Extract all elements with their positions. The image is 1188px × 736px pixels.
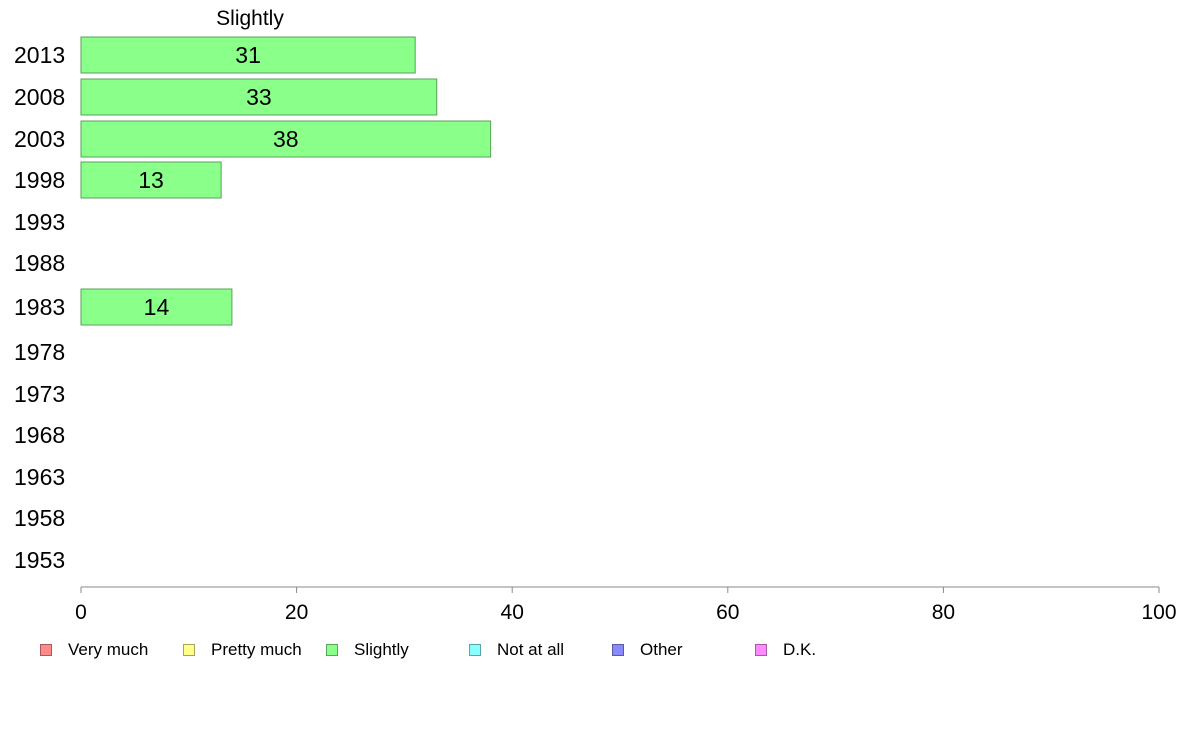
y-label-1963: 1963 (14, 464, 65, 490)
legend-swatch (183, 644, 195, 656)
y-label-1968: 1968 (14, 422, 65, 448)
legend-swatch (612, 644, 624, 656)
y-label-1953: 1953 (14, 547, 65, 573)
bar-2008-slightly (80, 78, 438, 116)
x-tick-label-20: 20 (285, 601, 308, 624)
y-label-2013: 2013 (14, 42, 65, 68)
bar-1998-slightly (80, 161, 222, 199)
legend-swatch (755, 644, 767, 656)
legend-item-pretty-much: Pretty much (183, 640, 302, 660)
data-label-2013: 31 (235, 42, 261, 68)
x-axis: 0 20 40 60 80 100 (75, 586, 1177, 624)
x-tick-label-60: 60 (716, 601, 739, 624)
y-label-2008: 2008 (14, 84, 65, 110)
chart-title: Slightly (216, 7, 284, 30)
legend-item-d-k-: D.K. (755, 640, 816, 660)
legend-label: Not at all (497, 640, 565, 659)
legend: Very much Pretty much Slightly Not at all Ot… (40, 640, 860, 660)
legend-label: Slightly (354, 640, 409, 659)
legend-item-slightly: Slightly (326, 640, 409, 660)
y-label-1983: 1983 (14, 294, 65, 320)
data-label-2008: 33 (246, 84, 272, 110)
legend-swatch (326, 644, 338, 656)
legend-label: D.K. (783, 640, 817, 659)
y-label-1973: 1973 (14, 381, 65, 407)
data-label-1998: 13 (138, 167, 164, 193)
x-tick-label-100: 100 (1141, 601, 1176, 624)
legend-item-very-much: Very much (40, 640, 148, 660)
y-label-1988: 1988 (14, 250, 65, 276)
legend-item-other: Other (612, 640, 683, 660)
data-label-2003: 38 (273, 126, 299, 152)
data-label-1983: 14 (144, 294, 170, 320)
legend-swatch (469, 644, 481, 656)
x-tick-label-0: 0 (75, 601, 87, 624)
legend-label: Very much (68, 640, 149, 659)
y-label-1993: 1993 (14, 209, 65, 235)
x-tick-label-40: 40 (501, 601, 524, 624)
x-tick-label-80: 80 (932, 601, 955, 624)
bar-1983-slightly (80, 288, 233, 326)
bar-2003-slightly (80, 120, 492, 158)
legend-label: Pretty much (211, 640, 302, 659)
legend-swatch (40, 644, 52, 656)
legend-item-not-at-all: Not at all (469, 640, 564, 660)
y-axis-labels: 2013 2008 2003 1998 1993 1988 1983 1978 1973 1968… (14, 42, 65, 573)
legend-label: Other (640, 640, 683, 659)
y-label-2003: 2003 (14, 126, 65, 152)
y-label-1958: 1958 (14, 505, 65, 531)
y-label-1998: 1998 (14, 167, 65, 193)
y-label-1978: 1978 (14, 339, 65, 365)
bar-2013-slightly (80, 36, 416, 74)
